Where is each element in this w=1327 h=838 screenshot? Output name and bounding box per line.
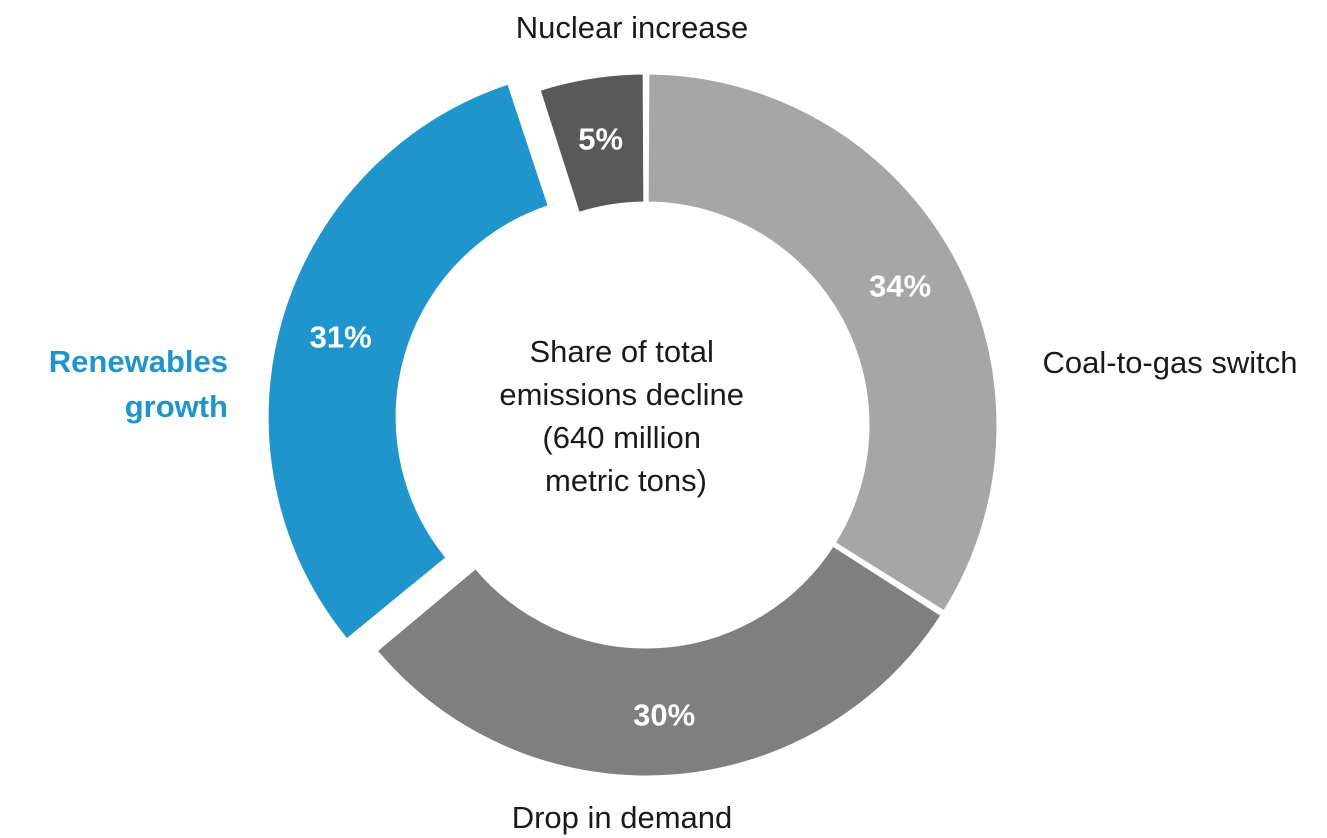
center-label-line-4: metric tons) (545, 463, 707, 498)
value-label-drop-in-demand: 30% (633, 697, 695, 732)
value-label-nuclear-increase: 5% (578, 122, 623, 157)
center-label-line-1: Share of total (529, 334, 713, 369)
slice-coal-to-gas-switch (645, 71, 1000, 615)
category-label-nuclear-increase: Nuclear increase (516, 10, 749, 45)
slice-category-labels: Coal-to-gas switch Drop in demand Renewabl… (49, 10, 1298, 835)
category-label-drop-in-demand: Drop in demand (512, 800, 733, 835)
value-label-coal-to-gas-switch: 34% (869, 268, 931, 303)
center-label-line-2: emissions decline (499, 377, 744, 412)
slice-nuclear-increase (537, 71, 647, 216)
category-label-line: Coal-to-gas switch (1043, 345, 1298, 380)
slice-value-labels: 34% 30% 31% 5% (310, 122, 932, 733)
donut-slices (265, 71, 1000, 779)
category-label-line: Renewables (49, 344, 228, 379)
slice-drop-in-demand (373, 542, 945, 779)
value-label-renewables-growth: 31% (310, 319, 372, 354)
category-label-line: growth (125, 389, 228, 424)
category-label-renewables-growth: Renewables growth (49, 344, 228, 424)
center-label: Share of total emissions decline (640 mi… (499, 334, 752, 498)
category-label-line: Drop in demand (512, 800, 733, 835)
slice-renewables-growth (265, 81, 552, 643)
category-label-line: Nuclear increase (516, 10, 749, 45)
center-label-line-3: (640 million (542, 420, 701, 455)
category-label-coal-to-gas-switch: Coal-to-gas switch (1043, 345, 1298, 380)
